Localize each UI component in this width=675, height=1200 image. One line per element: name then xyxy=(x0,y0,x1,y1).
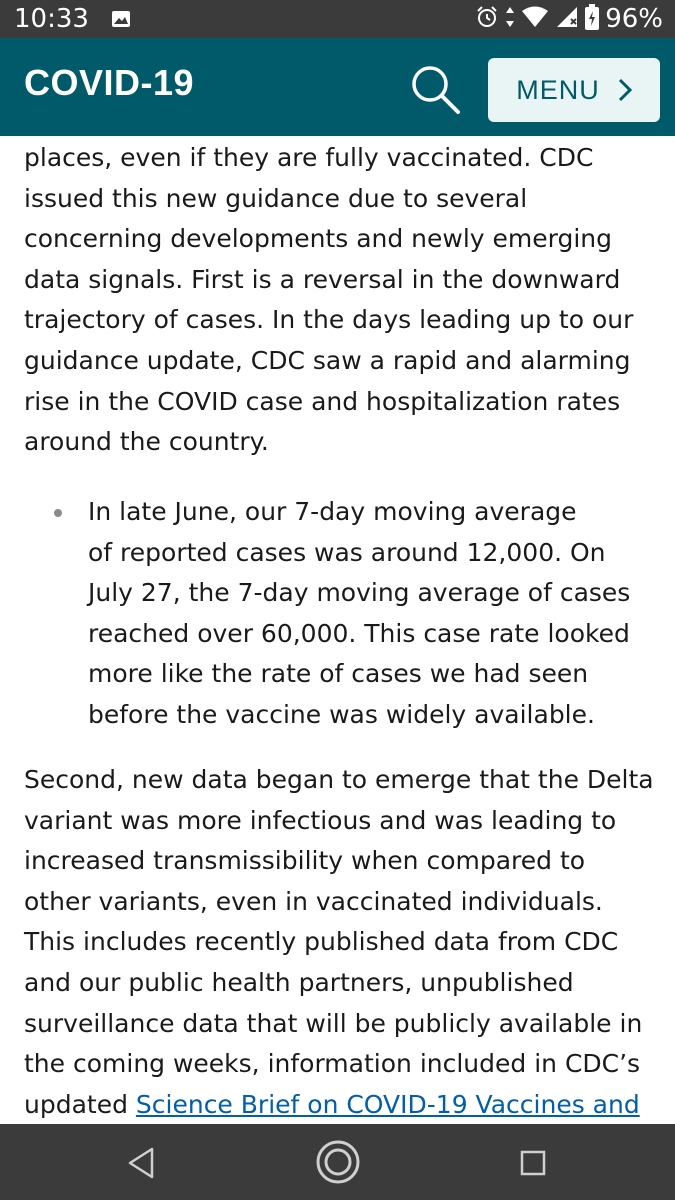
text-line: trajectory of cases. In the days leading… xyxy=(24,305,634,335)
app-header: COVID-19 MENU xyxy=(0,38,675,136)
text-line: other variants, even in vaccinated indiv… xyxy=(24,886,603,916)
home-button[interactable] xyxy=(314,1138,362,1186)
text-line: surveillance data that will be publicly … xyxy=(24,1008,643,1038)
battery-icon xyxy=(585,4,600,34)
text-line: around the country. xyxy=(24,427,269,457)
text-line: issued this new guidance due to several xyxy=(24,183,528,213)
status-time: 10:33 xyxy=(14,4,89,34)
system-nav-bar xyxy=(0,1124,675,1200)
back-button[interactable] xyxy=(126,1146,156,1180)
text-line: data signals. First is a reversal in the… xyxy=(24,264,621,294)
wifi-icon xyxy=(521,5,549,33)
menu-button[interactable]: MENU xyxy=(488,58,660,122)
home-circle-icon xyxy=(316,1140,360,1184)
text-line: July 27, the 7-day moving average of cas… xyxy=(88,578,631,608)
science-brief-link[interactable]: Science Brief on COVID-19 Vaccines and xyxy=(135,1089,640,1119)
site-title[interactable]: COVID-19 xyxy=(24,62,195,103)
search-icon xyxy=(412,66,460,114)
back-triangle-icon xyxy=(128,1147,154,1179)
text-line-with-link: updated Science Brief on COVID-19 Vaccin… xyxy=(24,1085,654,1124)
text-line: more like the rate of cases we had seen xyxy=(88,659,589,689)
gallery-notification-icon xyxy=(111,10,131,28)
text-line: places, even if they are fully vaccinate… xyxy=(24,143,594,172)
link-prefix: updated xyxy=(24,1089,136,1119)
text-line: Second, new data began to emerge that th… xyxy=(24,765,654,794)
article-content: places, even if they are fully vaccinate… xyxy=(0,136,675,1124)
text-line: rise in the COVID case and hospitalizati… xyxy=(24,386,621,416)
status-icons: 96% xyxy=(475,4,663,34)
data-transfer-icon xyxy=(505,5,515,33)
menu-label: MENU xyxy=(516,74,600,105)
text-line: of reported cases was around 12,000. On xyxy=(88,537,606,567)
recents-button[interactable] xyxy=(520,1150,546,1176)
paragraph-guidance: places, even if they are fully vaccinate… xyxy=(24,138,654,463)
alarm-icon xyxy=(475,5,499,33)
text-line: guidance update, CDC saw a rapid and ala… xyxy=(24,345,631,375)
list-item: In late June, our 7-day moving average o… xyxy=(24,492,654,736)
search-button[interactable] xyxy=(408,62,464,118)
bullet-dot xyxy=(54,509,62,517)
bullet-list: In late June, our 7-day moving average o… xyxy=(24,492,654,736)
text-line: before the vaccine was widely available. xyxy=(88,699,595,729)
text-line: This includes recently published data fr… xyxy=(24,927,619,957)
text-line: In late June, our 7-day moving average xyxy=(88,497,577,526)
battery-percent: 96% xyxy=(605,4,663,34)
text-line: and our public health partners, unpublis… xyxy=(24,967,574,997)
recents-square-icon xyxy=(520,1150,546,1176)
text-line: concerning developments and newly emergi… xyxy=(24,224,613,254)
text-line: increased transmissibility when compared… xyxy=(24,846,586,876)
paragraph-delta-variant: Second, new data began to emerge that th… xyxy=(24,760,654,1124)
status-bar: 10:33 xyxy=(0,0,675,38)
text-line: reached over 60,000. This case rate look… xyxy=(88,618,630,648)
chevron-right-icon xyxy=(618,78,632,102)
text-line: the coming weeks, information included i… xyxy=(24,1049,641,1079)
cell-signal-icon xyxy=(555,5,579,33)
text-line: variant was more infectious and was lead… xyxy=(24,805,617,835)
